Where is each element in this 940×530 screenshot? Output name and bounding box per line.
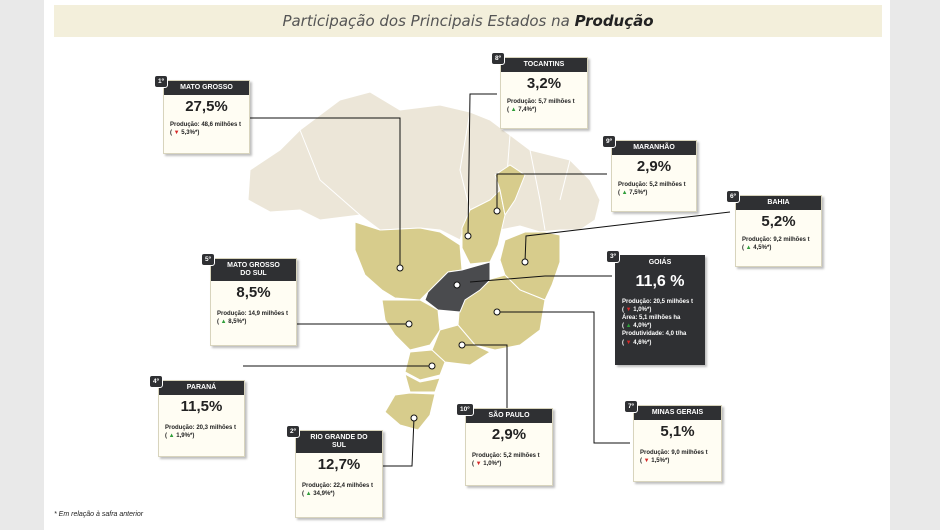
- card-rio-grande-do-sul: 2º RIO GRANDE DO SUL 12,7% Produção: 22,…: [286, 425, 383, 518]
- card-bahia: 6º BAHIA 5,2% Produção: 9,2 milhões t ( …: [726, 190, 822, 267]
- state-share: 3,2%: [526, 75, 562, 93]
- state-name: MATO GROSSO: [164, 81, 249, 96]
- arrow-up-icon: ▲: [510, 107, 517, 114]
- state-name: BAHIA: [736, 196, 821, 211]
- state-variation: ( ▲ 7,5%*): [618, 190, 648, 197]
- area-variation: ( ▲ 4,0%*): [622, 323, 652, 330]
- title-bar: Participação dos Principais Estados na P…: [54, 5, 882, 37]
- arrow-up-icon: ▲: [305, 491, 312, 498]
- map-state-bahia: [499, 231, 561, 301]
- card-sao-paulo: 10º SÃO PAULO 2,9% Produção: 5,2 milhões…: [456, 403, 553, 486]
- state-share: 5,2%: [761, 213, 796, 231]
- rank-badge: 6º: [726, 190, 740, 203]
- map-state-maranhao: [494, 164, 526, 217]
- state-variation: ( ▼ 5,3%*): [170, 130, 200, 137]
- page-title: Participação dos Principais Estados na P…: [282, 12, 654, 30]
- state-variation: ( ▲ 8,5%*): [217, 319, 247, 326]
- state-production: Produção: 48,6 milhões t: [170, 122, 242, 129]
- arrow-up-icon: ▲: [168, 433, 175, 440]
- card-maranhao: 9º MARANHÃO 2,9% Produção: 5,2 milhões t…: [602, 135, 697, 212]
- state-production: Produção: 9,2 milhões t: [742, 237, 810, 244]
- state-share: 11,5%: [180, 398, 223, 416]
- state-production: Produção: 20,5 milhões t: [622, 299, 694, 306]
- arrow-up-icon: ▲: [621, 190, 628, 197]
- connector-lines: [243, 93, 731, 467]
- state-production: Produção: 5,2 milhões t: [472, 453, 540, 460]
- productivity-variation: ( ▼ 4,6%*): [622, 339, 652, 346]
- card-goias: 3º GOIÁS 11,6 % Produção: 20,5 milhões t…: [606, 250, 705, 365]
- arrow-up-icon: ▲: [220, 319, 227, 326]
- state-name: MATO GROSSO DO SUL: [211, 259, 296, 282]
- arrow-down-icon: ▼: [643, 458, 650, 465]
- state-share: 2,9%: [636, 158, 672, 176]
- rank-badge: 9º: [602, 135, 616, 148]
- rank-badge: 5º: [201, 253, 215, 266]
- footnote: * Em relação à safra anterior: [54, 511, 144, 518]
- state-share: 11,6 %: [635, 273, 685, 291]
- state-variation: ( ▲ 1,9%*): [165, 433, 195, 440]
- state-productivity: Produtividade: 4,0 t/ha: [622, 331, 687, 338]
- map-state-santa-catarina: [404, 373, 441, 393]
- state-name: SÃO PAULO: [466, 409, 552, 424]
- state-name: TOCANTINS: [501, 58, 587, 73]
- state-name: PARANÁ: [159, 381, 244, 396]
- card-mato-grosso: 1º MATO GROSSO 27,5% Produção: 48,6 milh…: [154, 75, 250, 154]
- state-share: 12,7%: [317, 456, 361, 474]
- state-name: MINAS GERAIS: [634, 406, 721, 421]
- state-production: Produção: 14,9 milhões t: [217, 311, 289, 318]
- state-area: Área: 5,1 milhões ha: [622, 315, 681, 322]
- state-share: 8,5%: [236, 284, 271, 302]
- arrow-down-icon: ▼: [173, 130, 180, 137]
- arrow-down-icon: ▼: [625, 339, 632, 346]
- state-production: Produção: 22,4 milhões t: [302, 483, 374, 490]
- arrow-up-icon: ▲: [625, 323, 632, 330]
- card-tocantins: 8º TOCANTINS 3,2% Produção: 5,7 milhões …: [491, 52, 588, 129]
- rank-badge: 7º: [624, 400, 638, 413]
- card-minas-gerais: 7º MINAS GERAIS 5,1% Produção: 9,0 milhõ…: [624, 400, 722, 482]
- arrow-down-icon: ▼: [475, 461, 482, 468]
- map-state-parana: [404, 349, 446, 381]
- card-mato-grosso-do-sul: 5º MATO GROSSO DO SUL 8,5% Produção: 14,…: [201, 253, 297, 346]
- arrow-up-icon: ▲: [745, 245, 752, 252]
- state-production: Produção: 20,3 milhões t: [165, 425, 237, 432]
- state-variation: ( ▼ 1,5%*): [640, 458, 670, 465]
- rank-badge: 3º: [606, 250, 620, 263]
- rank-badge: 1º: [154, 75, 168, 88]
- state-name: GOIÁS: [616, 256, 704, 271]
- map-state-tocantins: [461, 188, 506, 265]
- state-variation: ( ▼ 1,0%*): [472, 461, 502, 468]
- rank-badge: 10º: [456, 403, 474, 416]
- state-production: Produção: 5,2 milhões t: [618, 182, 686, 189]
- rank-badge: 2º: [286, 425, 300, 438]
- state-variation: ( ▲ 4,5%*): [742, 245, 772, 252]
- map-state-rio-grande-do-sul: [384, 392, 436, 431]
- state-share: 2,9%: [491, 426, 527, 444]
- rank-badge: 8º: [491, 52, 505, 65]
- state-share: 27,5%: [185, 98, 228, 116]
- state-production: Produção: 5,7 milhões t: [507, 99, 575, 106]
- production-variation: ( ▼ 1,0%*): [622, 307, 652, 314]
- state-share: 5,1%: [660, 423, 695, 441]
- rank-badge: 4º: [149, 375, 163, 388]
- state-variation: ( ▲ 34,9%*): [302, 491, 335, 498]
- connector-dots: [396, 207, 529, 422]
- card-parana: 4º PARANÁ 11,5% Produção: 20,3 milhões t…: [149, 375, 245, 457]
- state-name: RIO GRANDE DO SUL: [296, 431, 382, 454]
- state-production: Produção: 9,0 milhões t: [640, 450, 708, 457]
- state-name: MARANHÃO: [612, 141, 696, 156]
- state-variation: ( ▲ 7,4%*): [507, 107, 537, 114]
- arrow-down-icon: ▼: [625, 307, 632, 314]
